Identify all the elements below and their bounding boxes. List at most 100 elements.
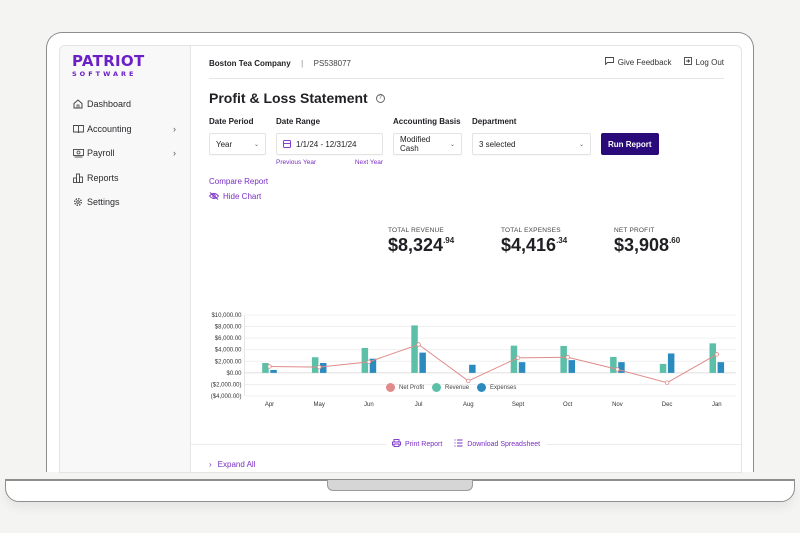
sidebar-item-settings[interactable]: Settings (72, 190, 190, 215)
y-tick-label: $0.00 (226, 371, 242, 377)
date-range-filter: Date Range 1/1/24 - 12/31/24 Previous Ye… (276, 117, 383, 166)
expenses-bar[interactable] (717, 362, 725, 373)
previous-year-link[interactable]: Previous Year (276, 159, 317, 166)
logo-text-top: PATRIOT (72, 52, 145, 70)
chevron-down-icon: ⌄ (253, 141, 259, 148)
revenue-swatch (432, 383, 442, 392)
download-spreadsheet-label: Download Spreadsheet (467, 440, 541, 448)
expenses-bar[interactable] (667, 353, 675, 373)
expenses-bar[interactable] (518, 362, 526, 373)
book-icon (72, 123, 84, 135)
department-label: Department (472, 117, 517, 126)
legend-net-profit[interactable]: Net Profit (386, 383, 424, 392)
revenue-bar[interactable] (262, 363, 269, 373)
revenue-bar[interactable] (709, 343, 717, 373)
revenue-bar[interactable] (361, 347, 369, 373)
legend-expenses[interactable]: Expenses (477, 383, 516, 392)
chart-legend: Net Profit Revenue Expenses (386, 383, 516, 392)
compare-report-label: Compare Report (209, 177, 269, 186)
app-window: PATRIOT SOFTWARE Dashboard Accounting › (59, 45, 742, 473)
help-icon[interactable]: ? (375, 93, 385, 103)
expenses-bar[interactable] (369, 358, 377, 373)
net-profit-point[interactable] (565, 355, 570, 360)
print-report-button[interactable]: Print Report (391, 439, 442, 449)
date-period-filter: Date Period Year ⌄ (209, 117, 266, 166)
total-revenue-value: $8,324.94 (388, 235, 501, 256)
give-feedback-button[interactable]: Give Feedback (604, 57, 672, 67)
expenses-bar[interactable] (618, 362, 625, 373)
top-bar: Boston Tea Company | PS538077 Give Feedb… (209, 46, 724, 79)
y-tick-label: ($4,000.00) (211, 394, 242, 400)
x-tick-label: Apr (265, 402, 274, 408)
net-profit-point[interactable] (316, 364, 322, 370)
company-name: Boston Tea Company (209, 59, 291, 68)
date-range-input[interactable]: 1/1/24 - 12/31/24 (276, 133, 383, 155)
hide-chart-label: Hide Chart (223, 192, 262, 201)
bar-chart-icon (72, 172, 84, 184)
legend-revenue[interactable]: Revenue (432, 383, 469, 392)
x-tick-label: Jul (415, 402, 423, 408)
date-range-value: 1/1/24 - 12/31/24 (296, 139, 357, 149)
page-title: Profit & Loss Statement (209, 90, 368, 106)
net-profit-label: NET PROFIT (614, 227, 655, 234)
accounting-basis-value: Modified Cash (400, 135, 431, 153)
net-profit-point[interactable] (416, 342, 421, 347)
department-select[interactable]: 3 selected ⌄ (472, 133, 591, 155)
net-profit-point[interactable] (466, 378, 471, 384)
download-spreadsheet-button[interactable]: Download Spreadsheet (454, 439, 540, 449)
y-tick-label: $4,000.00 (215, 348, 242, 354)
sidebar-item-dashboard[interactable]: Dashboard (72, 92, 190, 117)
net-profit-point[interactable] (714, 352, 719, 357)
x-tick-label: Jan (712, 402, 722, 408)
sidebar-item-accounting[interactable]: Accounting › (72, 117, 190, 142)
expenses-bar[interactable] (419, 352, 426, 373)
legend-label: Revenue (445, 384, 470, 391)
net-profit-point[interactable] (515, 355, 521, 361)
expenses-bar[interactable] (469, 364, 476, 373)
sidebar-item-label: Reports (87, 172, 119, 183)
date-period-select[interactable]: Year ⌄ (209, 133, 266, 155)
expenses-swatch (477, 383, 487, 392)
log-out-button[interactable]: Log Out (683, 57, 724, 67)
total-expenses-whole: $4,416 (501, 235, 557, 255)
patriot-logo[interactable]: PATRIOT SOFTWARE (72, 52, 190, 79)
gear-icon (72, 196, 84, 208)
chevron-right-icon: › (209, 460, 212, 469)
net-profit-point[interactable] (615, 367, 620, 372)
account-id: PS538077 (313, 59, 351, 68)
hide-chart-link[interactable]: Hide Chart (208, 189, 724, 204)
expenses-bar[interactable] (320, 363, 327, 373)
sidebar-nav: Dashboard Accounting › Payroll › (72, 92, 190, 215)
home-icon (72, 98, 84, 110)
sidebar-item-reports[interactable]: Reports (72, 166, 190, 191)
sidebar-item-label: Accounting (87, 123, 132, 134)
revenue-bar[interactable] (560, 345, 567, 373)
revenue-bar[interactable] (311, 357, 319, 373)
net-profit-point[interactable] (267, 364, 272, 369)
accounting-basis-select[interactable]: Modified Cash ⌄ (393, 133, 462, 155)
net-profit-point[interactable] (664, 380, 670, 385)
net-profit-swatch (386, 383, 395, 392)
expand-all-button[interactable]: › Expand All (209, 460, 255, 469)
y-tick-label: $2,000.00 (215, 359, 242, 365)
run-report-button[interactable]: Run Report (601, 133, 659, 155)
net-profit-point[interactable] (366, 359, 372, 365)
expenses-bar[interactable] (568, 360, 576, 373)
expand-all-label: Expand All (217, 460, 256, 469)
revenue-bar[interactable] (659, 363, 667, 373)
revenue-bar[interactable] (610, 356, 617, 373)
revenue-bar[interactable] (411, 325, 418, 373)
y-tick-label: $10,000.00 (211, 313, 242, 319)
x-tick-label: Sept (512, 402, 525, 408)
next-year-link[interactable]: Next Year (354, 159, 383, 166)
compare-report-link[interactable]: Compare Report (209, 174, 724, 189)
date-range-links: Previous Year Next Year (276, 159, 383, 166)
divider (191, 443, 386, 445)
eye-off-icon (208, 191, 220, 202)
sidebar-item-payroll[interactable]: Payroll › (72, 141, 190, 166)
total-revenue-cents: .94 (443, 236, 455, 245)
sidebar-item-label: Settings (87, 197, 120, 208)
profit-loss-chart[interactable]: $10,000.00 $8,000.00 $6,000.00 $4,000.00 $2,… (191, 308, 736, 418)
total-expenses-cents: .34 (556, 236, 568, 245)
expenses-bar[interactable] (270, 369, 277, 373)
